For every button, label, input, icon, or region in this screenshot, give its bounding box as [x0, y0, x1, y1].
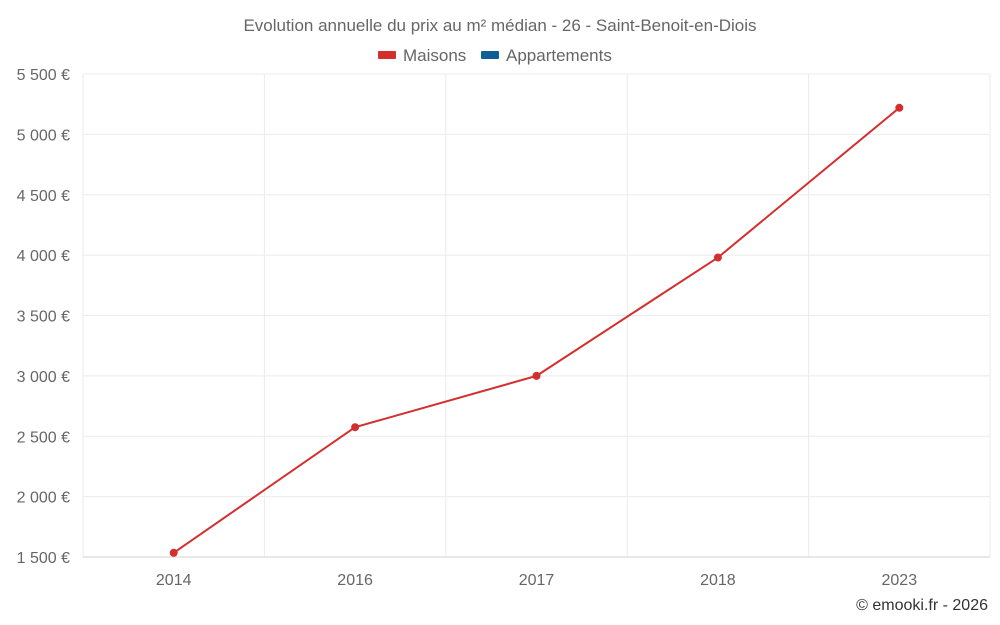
y-tick-label: 3 000 €	[17, 369, 70, 386]
y-tick-label: 1 500 €	[17, 550, 70, 567]
data-point-maisons-2023[interactable]	[895, 103, 904, 112]
data-point-maisons-2017[interactable]	[532, 371, 541, 380]
y-tick-label: 2 000 €	[17, 490, 70, 507]
y-axis-tick-labels: 1 500 € 2 000 € 2 500 € 3 000 € 3 500 € 4 000…	[17, 67, 70, 567]
x-tick-label: 2016	[337, 572, 373, 589]
legend-swatch-maisons[interactable]	[378, 51, 396, 59]
y-tick-label: 3 500 €	[17, 309, 70, 326]
x-tick-label: 2014	[156, 572, 192, 589]
y-tick-label: 4 500 €	[17, 188, 70, 205]
chart-title: Evolution annuelle du prix au m² médian …	[243, 16, 756, 35]
x-tick-label: 2018	[700, 572, 736, 589]
legend-label-maisons[interactable]: Maisons	[403, 46, 466, 65]
y-tick-label: 2 500 €	[17, 429, 70, 446]
data-point-maisons-2016[interactable]	[351, 423, 360, 432]
series-maisons	[169, 103, 904, 557]
x-tick-label: 2017	[519, 572, 555, 589]
gridlines	[82, 73, 991, 557]
x-axis-tick-labels: 2014 2016 2017 2018 2023	[156, 572, 917, 589]
legend: Maisons Appartements	[378, 46, 612, 65]
legend-label-appartements[interactable]: Appartements	[506, 46, 612, 65]
x-tick-label: 2023	[882, 572, 918, 589]
y-tick-label: 4 000 €	[17, 248, 70, 265]
y-tick-label: 5 000 €	[17, 127, 70, 144]
data-point-maisons-2018[interactable]	[713, 253, 722, 262]
series-line-maisons	[173, 107, 900, 554]
data-point-maisons-2014[interactable]	[169, 548, 178, 557]
y-tick-label: 5 500 €	[17, 67, 70, 84]
credit-text: © emooki.fr - 2026	[856, 597, 988, 614]
legend-swatch-appartements[interactable]	[481, 51, 499, 59]
